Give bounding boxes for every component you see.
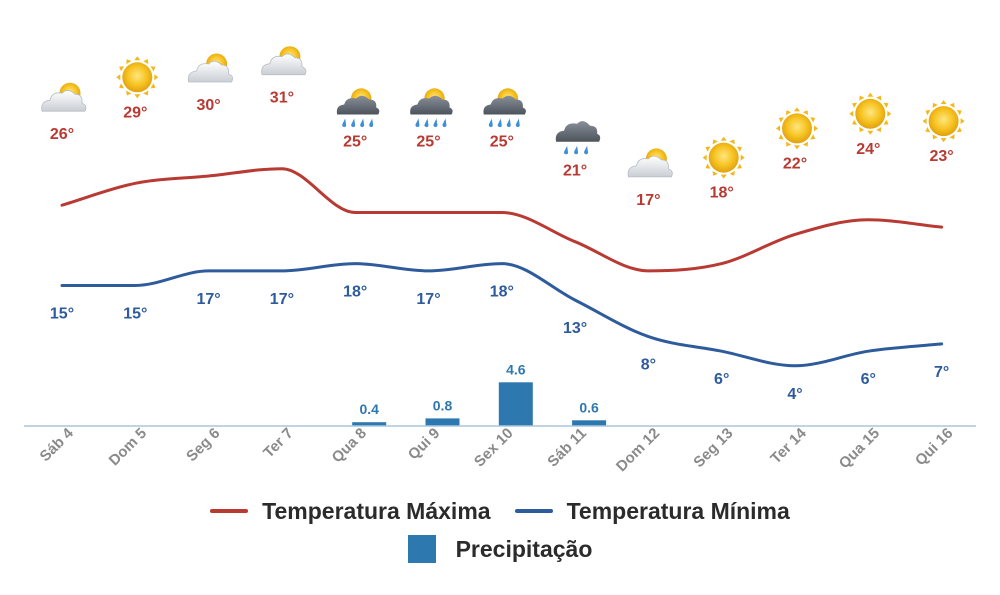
max-temperature-label: 30° xyxy=(196,97,220,114)
sun-icon xyxy=(116,56,159,99)
x-tick-label: Qui 16 xyxy=(912,425,956,469)
cloud-rain-icon xyxy=(555,121,601,155)
legend-item-min: Temperatura Mínima xyxy=(514,497,790,525)
legend-label-max: Temperatura Máxima xyxy=(262,497,491,524)
min-temperature-label: 7° xyxy=(934,364,949,381)
min-temperature-label: 18° xyxy=(490,284,514,301)
min-temperature-label: 17° xyxy=(196,291,220,308)
min-temperature-label: 6° xyxy=(861,371,876,388)
min-temperature-label: 13° xyxy=(563,320,587,337)
partly-cloudy-icon xyxy=(261,45,307,76)
weather-icons xyxy=(41,45,965,179)
x-tick-label: Ter 14 xyxy=(767,424,810,467)
x-tick-label: Qui 9 xyxy=(405,425,444,464)
x-tick-label: Sáb 11 xyxy=(544,425,590,471)
sun-cloud-rain-icon xyxy=(410,88,453,128)
precipitation-value-label: 0.6 xyxy=(579,399,599,415)
precipitation-value-label: 0.8 xyxy=(433,397,453,413)
sun-cloud-rain-icon xyxy=(483,88,526,128)
max-temperature-label: 25° xyxy=(343,134,367,151)
x-tick-label: Ter 7 xyxy=(260,425,297,462)
max-temperature-label: 18° xyxy=(710,185,734,202)
precipitation-bar xyxy=(572,420,607,426)
precipitation-bars xyxy=(352,382,607,426)
max-temperature-line xyxy=(60,167,944,273)
max-temperature-label: 25° xyxy=(416,134,440,151)
x-tick-label: Sex 10 xyxy=(471,425,517,471)
sun-icon xyxy=(776,107,818,150)
max-temperature-label: 29° xyxy=(123,104,147,121)
x-tick-label: Dom 5 xyxy=(106,425,150,469)
max-temperature-label: 24° xyxy=(856,141,880,158)
data-labels: 0.4 0.8 4.6 0.6 26° 29° 30° 31° 25° 25° 25° 21° 17° 1… xyxy=(50,90,954,418)
x-tick-label: Qua 8 xyxy=(329,425,370,466)
precipitation-bar xyxy=(352,422,387,426)
min-temperature-label: 8° xyxy=(641,357,656,374)
max-temperature-label: 25° xyxy=(490,134,514,151)
max-temperature-label: 22° xyxy=(783,155,807,172)
precipitation-value-label: 0.4 xyxy=(359,401,379,417)
partly-cloudy-icon xyxy=(187,53,234,83)
legend-label-precip: Precipitação xyxy=(455,535,593,562)
partly-cloudy-icon xyxy=(41,82,87,112)
legend-label-min: Temperatura Mínima xyxy=(566,497,790,524)
partly-cloudy-icon xyxy=(627,147,673,178)
max-temperature-label: 26° xyxy=(50,126,74,143)
min-temperature-line xyxy=(60,262,944,368)
x-tick-label: Seg 13 xyxy=(690,425,736,471)
min-temperature-label: 6° xyxy=(714,371,729,388)
precipitation-bar xyxy=(425,418,460,426)
temperature-lines xyxy=(60,167,944,368)
min-temperature-label: 4° xyxy=(787,386,802,403)
precipitation-bar xyxy=(498,382,533,426)
max-temperature-label: 31° xyxy=(270,90,294,107)
legend-swatch-max xyxy=(210,509,249,513)
legend-swatch-min xyxy=(514,509,553,513)
min-temperature-label: 17° xyxy=(270,291,294,308)
legend-swatch-precip xyxy=(407,535,436,563)
precipitation-value-label: 4.6 xyxy=(506,361,526,377)
max-temperature-label: 21° xyxy=(563,163,587,180)
max-temperature-label: 23° xyxy=(929,148,953,165)
sun-cloud-rain-icon xyxy=(336,88,380,128)
legend: Temperatura Máxima Temperatura Mínima Pr… xyxy=(0,492,1000,568)
x-tick-label: Dom 12 xyxy=(613,425,663,475)
legend-item-max: Temperatura Máxima xyxy=(210,497,491,525)
min-temperature-label: 17° xyxy=(416,291,440,308)
x-axis-ticks: Sáb 4 Dom 5 Seg 6 Ter 7 Qua 8 Qui 9 Sex 10 Sáb … xyxy=(37,424,957,475)
min-temperature-label: 15° xyxy=(50,306,74,323)
min-temperature-label: 15° xyxy=(123,306,147,323)
legend-item-precip: Precipitação xyxy=(407,535,593,563)
x-tick-label: Sáb 4 xyxy=(37,424,78,465)
sun-icon xyxy=(849,92,892,135)
min-temperature-label: 18° xyxy=(343,284,367,301)
x-tick-label: Qua 15 xyxy=(836,425,883,472)
sun-icon xyxy=(702,136,745,179)
max-temperature-label: 17° xyxy=(636,192,660,209)
x-tick-label: Seg 6 xyxy=(183,425,223,465)
sun-icon xyxy=(922,100,965,143)
